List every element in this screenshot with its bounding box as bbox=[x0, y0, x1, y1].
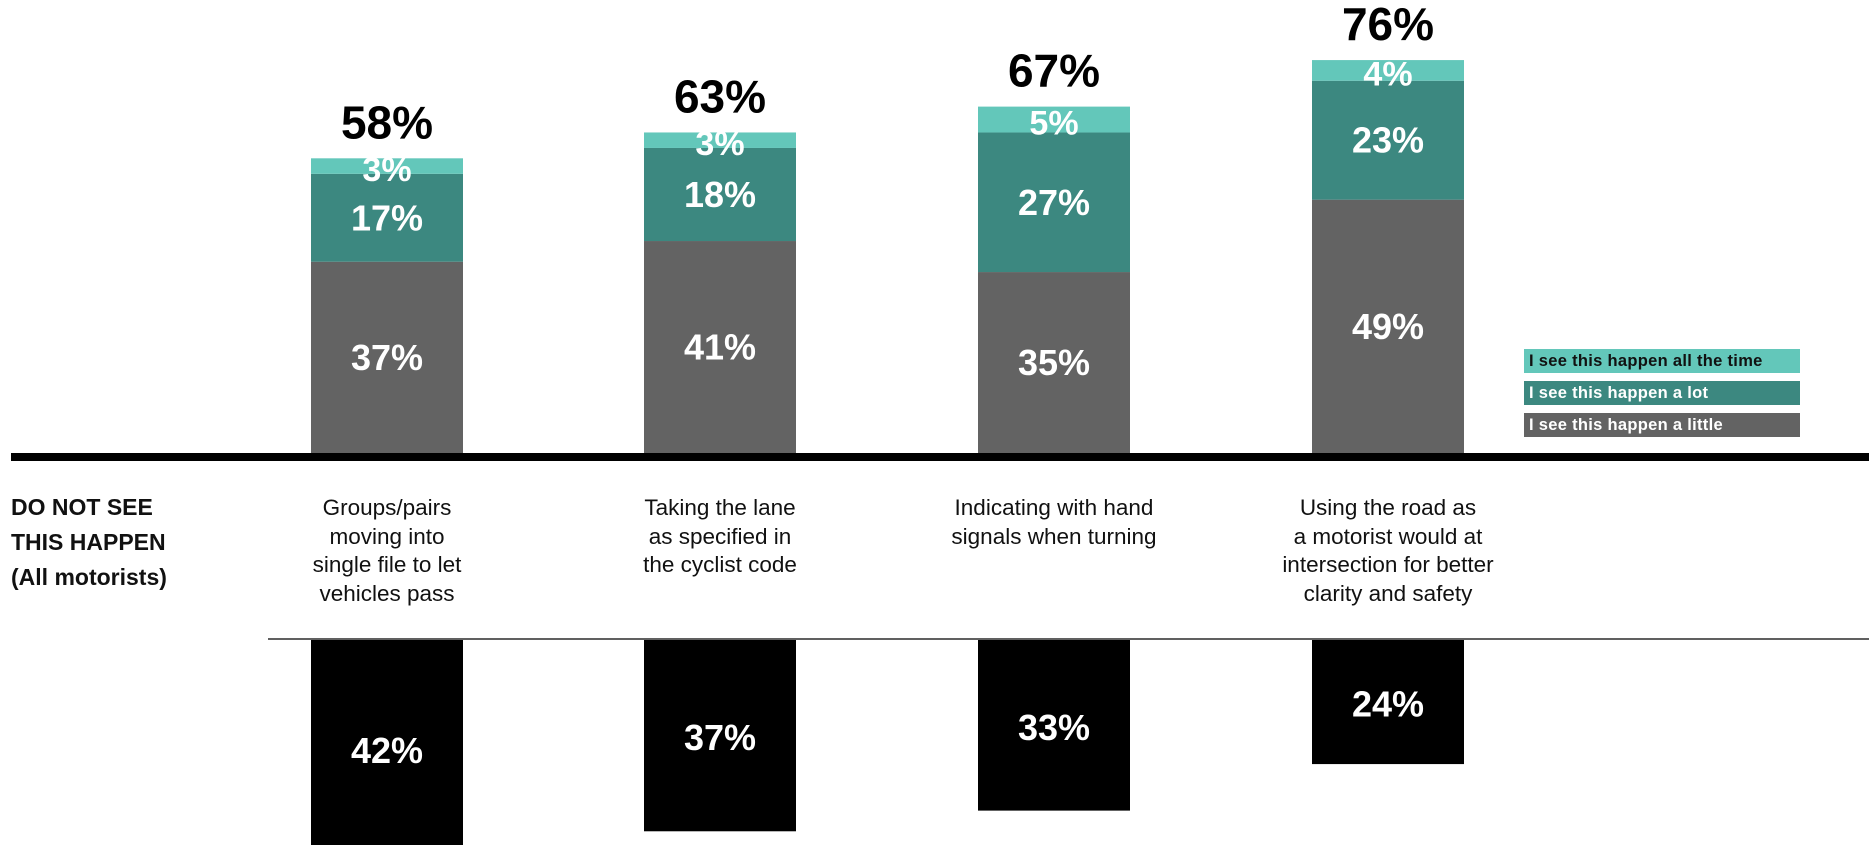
bar-segment-a-lot bbox=[644, 147, 796, 242]
bar-segment-a-little bbox=[1312, 199, 1464, 453]
category-label-line: single file to let bbox=[312, 552, 462, 577]
value-label-a-little: 49% bbox=[1352, 306, 1424, 347]
category-label-line: intersection for better bbox=[1282, 552, 1494, 577]
total-label: 63% bbox=[674, 70, 766, 122]
bar-do-not-see bbox=[644, 640, 796, 832]
category-label-line: moving into bbox=[329, 523, 445, 549]
bar-segment-a-little bbox=[311, 261, 463, 453]
do-not-see-value-label: 33% bbox=[1018, 707, 1090, 748]
bar-segment-a-lot bbox=[1312, 80, 1464, 200]
value-label-all-the-time: 4% bbox=[1363, 55, 1412, 93]
value-label-a-lot: 27% bbox=[1018, 182, 1090, 223]
category-label-line: signals when turning bbox=[951, 523, 1157, 549]
side-label-line: (All motorists) bbox=[11, 564, 167, 590]
total-label: 58% bbox=[341, 96, 433, 148]
bar-do-not-see bbox=[1312, 640, 1464, 765]
legend-item-a-lot: I see this happen a lot bbox=[1524, 381, 1800, 405]
legend-item-a-little: I see this happen a little bbox=[1524, 413, 1800, 437]
bar-segment-all-the-time bbox=[644, 132, 796, 148]
side-label-line: DO NOT SEE bbox=[11, 494, 153, 520]
value-label-all-the-time: 5% bbox=[1029, 105, 1078, 143]
category-label-line: as specified in bbox=[648, 523, 792, 549]
bar-segment-all-the-time bbox=[1312, 60, 1464, 81]
legend: I see this happen all the time I see thi… bbox=[1524, 349, 1800, 445]
bar-do-not-see bbox=[311, 640, 463, 845]
do-not-see-label: DO NOT SEE THIS HAPPEN (All motorists) bbox=[11, 490, 167, 595]
category-label-line: Groups/pairs bbox=[322, 495, 452, 520]
bar-do-not-see bbox=[978, 640, 1130, 811]
do-not-see-value-label: 37% bbox=[684, 717, 756, 758]
category-label-3: Indicating with hand signals when turnin… bbox=[909, 494, 1199, 551]
category-label-line: clarity and safety bbox=[1303, 580, 1473, 606]
do-not-see-value-label: 24% bbox=[1352, 684, 1424, 725]
value-label-a-little: 37% bbox=[351, 337, 423, 378]
value-label-all-the-time: 3% bbox=[362, 151, 411, 189]
category-label-line: vehicles pass bbox=[319, 580, 455, 606]
value-labels-layer: 37%17%3%58%42%41%18%3%63%37%35%27%5%67%3… bbox=[341, 0, 1434, 771]
category-label-2: Taking the lane as specified in the cycl… bbox=[575, 494, 865, 580]
value-label-a-little: 41% bbox=[684, 327, 756, 368]
bar-segment-a-little bbox=[978, 272, 1130, 453]
bar-segment-a-lot bbox=[978, 132, 1130, 273]
category-label-1: Groups/pairs moving into single file to … bbox=[242, 494, 532, 608]
category-label-line: Indicating with hand bbox=[954, 495, 1154, 520]
category-label-line: a motorist would at bbox=[1293, 523, 1483, 549]
total-label: 67% bbox=[1008, 45, 1100, 97]
value-label-a-little: 35% bbox=[1018, 342, 1090, 383]
category-label-line: Taking the lane bbox=[644, 495, 796, 520]
bar-segment-a-little bbox=[644, 241, 796, 453]
do-not-see-value-label: 42% bbox=[351, 730, 423, 771]
bar-segment-all-the-time bbox=[311, 158, 463, 174]
value-label-a-lot: 17% bbox=[351, 197, 423, 238]
bar-segment-a-lot bbox=[311, 173, 463, 262]
value-label-a-lot: 23% bbox=[1352, 120, 1424, 161]
bar-segment-all-the-time bbox=[978, 106, 1130, 133]
legend-item-all-the-time: I see this happen all the time bbox=[1524, 349, 1800, 373]
category-label-4: Using the road as a motorist would at in… bbox=[1243, 494, 1533, 608]
category-label-line: Using the road as bbox=[1299, 495, 1477, 520]
bars-layer bbox=[311, 60, 1464, 845]
side-label-line: THIS HAPPEN bbox=[11, 529, 166, 555]
total-label: 76% bbox=[1342, 0, 1434, 50]
value-label-a-lot: 18% bbox=[684, 174, 756, 215]
category-label-line: the cyclist code bbox=[643, 552, 797, 577]
value-label-all-the-time: 3% bbox=[695, 125, 744, 163]
